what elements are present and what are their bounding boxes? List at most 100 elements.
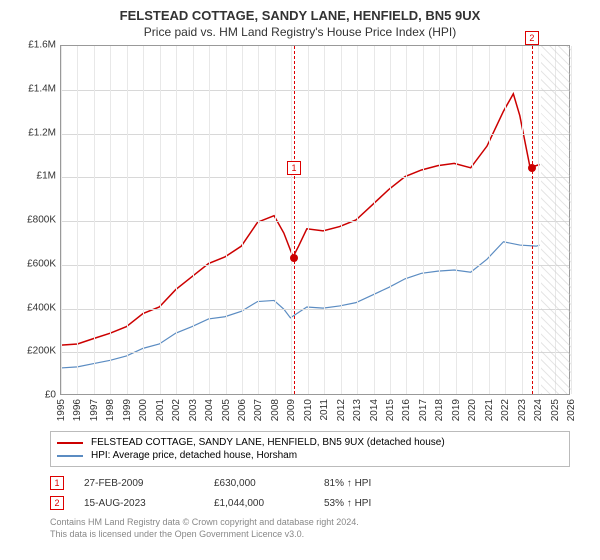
plot-area: 12 [60,45,570,395]
gridline-v [209,46,210,394]
marker-dot [290,254,298,262]
legend-swatch [57,442,83,444]
x-axis-label: 1999 [122,399,133,421]
gridline-v [258,46,259,394]
chart-title: FELSTEAD COTTAGE, SANDY LANE, HENFIELD, … [0,0,600,23]
gridline-v [77,46,78,394]
gridline-v [406,46,407,394]
x-axis-label: 2018 [434,399,445,421]
gridline-h [61,177,569,178]
footer-attribution: Contains HM Land Registry data © Crown c… [50,517,570,540]
x-axis-label: 1997 [89,399,100,421]
gridline-h [61,90,569,91]
transaction-marker: 1 [50,476,64,490]
x-axis-label: 2008 [270,399,281,421]
x-axis-label: 2021 [484,399,495,421]
y-axis-label: £600K [27,258,56,269]
footer-line-1: Contains HM Land Registry data © Crown c… [50,517,570,529]
x-axis-label: 1998 [105,399,116,421]
gridline-h [61,352,569,353]
gridline-v [291,46,292,394]
x-axis-label: 2022 [500,399,511,421]
y-axis-label: £1.4M [28,83,56,94]
transaction-date: 27-FEB-2009 [84,478,194,489]
x-axis-label: 2007 [253,399,264,421]
x-axis-label: 2020 [467,399,478,421]
y-axis-label: £400K [27,302,56,313]
gridline-v [456,46,457,394]
gridline-v [127,46,128,394]
x-axis-label: 2011 [319,399,330,421]
y-axis-label: £800K [27,215,56,226]
x-axis-label: 2012 [336,399,347,421]
gridline-h [61,221,569,222]
x-axis-label: 2024 [533,399,544,421]
y-axis-label: £0 [45,390,56,401]
gridline-v [308,46,309,394]
x-axis-label: 2000 [138,399,149,421]
chart-area: 12 £0£200K£400K£600K£800K£1M£1.2M£1.4M£1… [10,45,590,425]
marker-box: 2 [525,31,539,45]
gridline-h [61,309,569,310]
legend-row: FELSTEAD COTTAGE, SANDY LANE, HENFIELD, … [57,436,563,449]
gridline-v [275,46,276,394]
x-axis-label: 1996 [72,399,83,421]
gridline-v [390,46,391,394]
gridline-v [538,46,539,394]
gridline-v [439,46,440,394]
transaction-pct: 81% ↑ HPI [324,478,444,489]
series-line [61,242,540,368]
y-axis-label: £1M [37,171,56,182]
transaction-marker: 2 [50,496,64,510]
x-axis-label: 2002 [171,399,182,421]
gridline-v [94,46,95,394]
gridline-v [571,46,572,394]
x-axis-label: 2026 [566,399,577,421]
x-axis-label: 2003 [188,399,199,421]
y-axis-label: £200K [27,346,56,357]
chart-subtitle: Price paid vs. HM Land Registry's House … [0,23,600,45]
x-axis-label: 2016 [401,399,412,421]
series-line [61,94,540,345]
legend-label: FELSTEAD COTTAGE, SANDY LANE, HENFIELD, … [91,437,445,448]
y-axis-label: £1.6M [28,40,56,51]
x-axis-label: 2023 [517,399,528,421]
x-axis-label: 2004 [204,399,215,421]
x-axis-label: 2019 [451,399,462,421]
x-axis-label: 2010 [303,399,314,421]
y-axis-label: £1.2M [28,127,56,138]
legend: FELSTEAD COTTAGE, SANDY LANE, HENFIELD, … [50,431,570,467]
gridline-v [193,46,194,394]
legend-row: HPI: Average price, detached house, Hors… [57,449,563,462]
transaction-price: £1,044,000 [214,498,304,509]
transaction-row: 215-AUG-2023£1,044,00053% ↑ HPI [50,493,570,513]
gridline-v [160,46,161,394]
gridline-h [61,265,569,266]
gridline-v [110,46,111,394]
x-axis-label: 2014 [369,399,380,421]
x-axis-label: 1995 [56,399,67,421]
gridline-v [61,46,62,394]
transaction-pct: 53% ↑ HPI [324,498,444,509]
gridline-v [324,46,325,394]
gridline-v [423,46,424,394]
gridline-v [374,46,375,394]
gridline-h [61,134,569,135]
footer-line-2: This data is licensed under the Open Gov… [50,529,570,541]
future-hatch [541,46,571,394]
gridline-v [143,46,144,394]
x-axis-label: 2017 [418,399,429,421]
x-axis-label: 2001 [155,399,166,421]
chart-container: FELSTEAD COTTAGE, SANDY LANE, HENFIELD, … [0,0,600,560]
x-axis-label: 2013 [352,399,363,421]
gridline-v [489,46,490,394]
marker-dot [528,164,536,172]
gridline-v [341,46,342,394]
gridline-v [176,46,177,394]
gridline-v [226,46,227,394]
x-axis-label: 2015 [385,399,396,421]
transactions-table: 127-FEB-2009£630,00081% ↑ HPI215-AUG-202… [50,473,570,513]
marker-vline [294,46,295,394]
gridline-v [505,46,506,394]
marker-vline [532,46,533,394]
